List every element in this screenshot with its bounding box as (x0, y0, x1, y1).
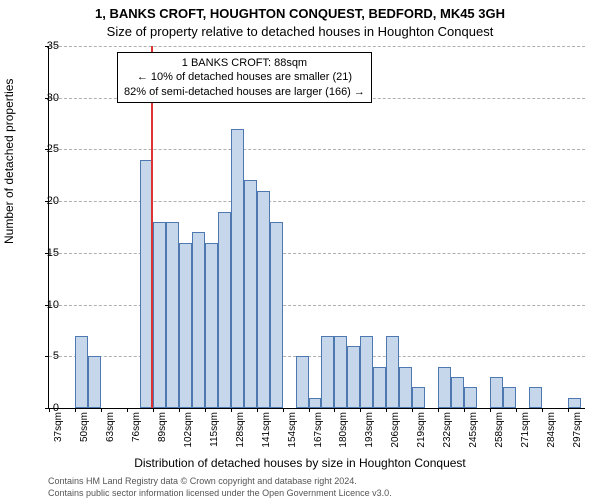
x-tick-mark (412, 408, 413, 412)
histogram-bar (464, 387, 477, 408)
histogram-bar (257, 191, 270, 408)
y-tick-label: 20 (29, 195, 59, 207)
x-tick-label: 141sqm (261, 412, 272, 456)
histogram-bar (386, 336, 399, 408)
histogram-bar (529, 387, 542, 408)
x-tick-label: 76sqm (131, 412, 142, 456)
x-tick-mark (205, 408, 206, 412)
histogram-bar (296, 356, 309, 408)
x-tick-mark (75, 408, 76, 412)
gridline (49, 356, 585, 357)
annotation-line3: 82% of semi-detached houses are larger (… (124, 85, 365, 99)
x-tick-mark (334, 408, 335, 412)
histogram-bar (451, 377, 464, 408)
histogram-chart: 1, BANKS CROFT, HOUGHTON CONQUEST, BEDFO… (0, 0, 600, 500)
y-axis-label: Number of detached properties (2, 79, 16, 244)
x-tick-label: 63sqm (105, 412, 116, 456)
histogram-bar (347, 346, 360, 408)
x-tick-mark (101, 408, 102, 412)
histogram-bar (568, 398, 581, 408)
x-tick-mark (568, 408, 569, 412)
y-tick-label: 30 (29, 92, 59, 104)
x-tick-label: 128sqm (235, 412, 246, 456)
y-tick-label: 15 (29, 247, 59, 259)
gridline (49, 46, 585, 47)
y-tick-label: 10 (29, 299, 59, 311)
x-tick-mark (257, 408, 258, 412)
x-tick-mark (464, 408, 465, 412)
histogram-bar (244, 180, 257, 408)
annotation-line2: ← 10% of detached houses are smaller (21… (124, 70, 365, 84)
histogram-bar (309, 398, 322, 408)
histogram-bar (438, 367, 451, 408)
histogram-bar (153, 222, 166, 408)
x-tick-mark (360, 408, 361, 412)
histogram-bar (321, 336, 334, 408)
x-tick-label: 154sqm (287, 412, 298, 456)
histogram-bar (373, 367, 386, 408)
x-tick-label: 193sqm (364, 412, 375, 456)
plot-area: 37sqm50sqm63sqm76sqm89sqm102sqm115sqm128… (48, 46, 585, 409)
histogram-bar (192, 232, 205, 408)
chart-title-line1: 1, BANKS CROFT, HOUGHTON CONQUEST, BEDFO… (0, 6, 600, 21)
x-tick-mark (438, 408, 439, 412)
histogram-bar (399, 367, 412, 408)
x-tick-mark (231, 408, 232, 412)
gridline (49, 201, 585, 202)
chart-title-line2: Size of property relative to detached ho… (0, 24, 600, 39)
x-tick-mark (283, 408, 284, 412)
x-tick-mark (153, 408, 154, 412)
y-tick-label: 25 (29, 143, 59, 155)
histogram-bar (179, 243, 192, 408)
histogram-bar (231, 129, 244, 408)
x-tick-label: 258sqm (494, 412, 505, 456)
x-tick-label: 167sqm (313, 412, 324, 456)
histogram-bar (334, 336, 347, 408)
x-tick-label: 284sqm (546, 412, 557, 456)
histogram-bar (412, 387, 425, 408)
x-tick-mark (542, 408, 543, 412)
x-tick-mark (127, 408, 128, 412)
y-tick-label: 35 (29, 40, 59, 52)
gridline (49, 305, 585, 306)
x-tick-label: 115sqm (209, 412, 220, 456)
y-tick-label: 5 (29, 350, 59, 362)
histogram-bar (205, 243, 218, 408)
x-tick-label: 245sqm (468, 412, 479, 456)
x-tick-label: 102sqm (183, 412, 194, 456)
x-tick-mark (516, 408, 517, 412)
y-tick-label: 0 (29, 402, 59, 414)
gridline (49, 149, 585, 150)
x-axis-label: Distribution of detached houses by size … (0, 456, 600, 470)
histogram-bar (218, 212, 231, 409)
histogram-bar (270, 222, 283, 408)
x-tick-label: 89sqm (157, 412, 168, 456)
histogram-bar (88, 356, 101, 408)
x-tick-label: 271sqm (520, 412, 531, 456)
gridline (49, 253, 585, 254)
x-tick-label: 50sqm (79, 412, 90, 456)
x-tick-label: 297sqm (572, 412, 583, 456)
x-tick-mark (309, 408, 310, 412)
x-tick-label: 180sqm (338, 412, 349, 456)
footer-line2: Contains public sector information licen… (48, 488, 392, 498)
x-tick-label: 232sqm (442, 412, 453, 456)
histogram-bar (360, 336, 373, 408)
footer-line1: Contains HM Land Registry data © Crown c… (48, 476, 357, 486)
histogram-bar (490, 377, 503, 408)
annotation-line1: 1 BANKS CROFT: 88sqm (124, 56, 365, 70)
annotation-box: 1 BANKS CROFT: 88sqm ← 10% of detached h… (117, 52, 372, 103)
x-tick-mark (179, 408, 180, 412)
x-tick-label: 37sqm (53, 412, 64, 456)
histogram-bar (503, 387, 516, 408)
x-tick-label: 219sqm (416, 412, 427, 456)
x-tick-mark (386, 408, 387, 412)
histogram-bar (166, 222, 179, 408)
x-tick-mark (490, 408, 491, 412)
x-tick-label: 206sqm (390, 412, 401, 456)
histogram-bar (75, 336, 88, 408)
